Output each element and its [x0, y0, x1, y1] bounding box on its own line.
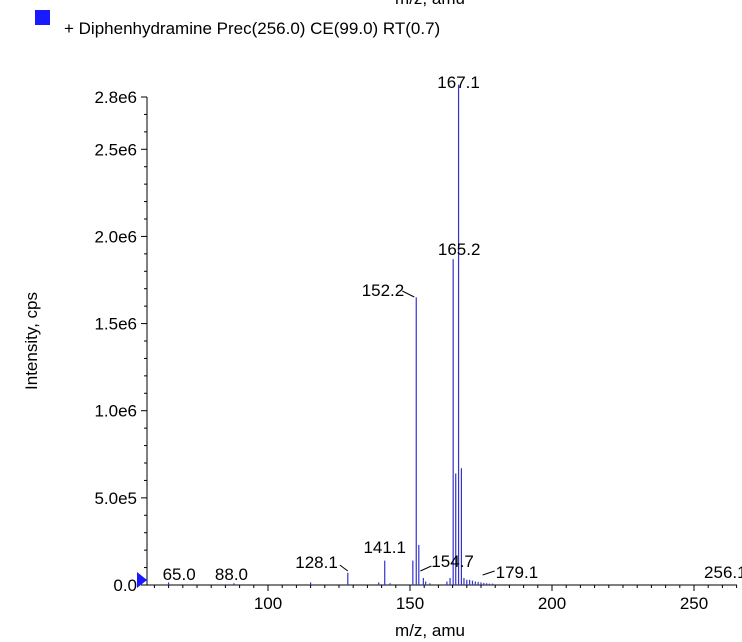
y-tick-label: 2.0e6: [94, 227, 137, 246]
x-tick-label: 250: [680, 594, 708, 613]
annotation-leader: [482, 570, 495, 576]
peak-label: 154.7: [431, 552, 474, 571]
y-tick-label: 0.0: [113, 576, 137, 595]
x-tick-label: 200: [538, 594, 566, 613]
annotation-leader: [339, 564, 349, 572]
clipped-xlabel: m/z, amu: [395, 0, 465, 8]
y-ticks: 0.0 5.0e5 1.0e6 1.5e6 2.0e6 2.5e6 2.8e6: [94, 88, 147, 595]
legend-label: + Diphenhydramine Prec(256.0) CE(99.0) R…: [64, 19, 440, 38]
peak-label: 152.2: [362, 281, 405, 300]
peaks: [168, 84, 494, 585]
peak-label: 141.1: [363, 538, 406, 557]
y-tick-label: 5.0e5: [94, 489, 137, 508]
peak-label: 179.1: [496, 563, 539, 582]
y-tick-label: 2.5e6: [94, 140, 137, 159]
peak-annotations: 65.0 88.0 128.1 141.1 152.2 154.7 165.2 167.1 17…: [163, 73, 742, 584]
y-tick-label: 1.0e6: [94, 402, 137, 421]
y-axis-label: Intensity, cps: [22, 292, 41, 390]
y-tick-label: 2.8e6: [94, 88, 137, 107]
annotation-leader: [402, 290, 415, 298]
peak-label: 65.0: [163, 565, 196, 584]
y-tick-label: 1.5e6: [94, 315, 137, 334]
x-tick-label: 100: [254, 594, 282, 613]
peak-label: 88.0: [215, 565, 248, 584]
peak-label: 165.2: [438, 240, 481, 259]
legend-swatch: [35, 10, 50, 25]
peak-label: 128.1: [295, 553, 338, 572]
peak-label: 256.1: [704, 563, 742, 582]
annotation-leader: [420, 565, 432, 572]
x-axis-label: m/z, amu: [395, 621, 465, 640]
peak-label: 167.1: [437, 73, 480, 92]
x-ticks: 100 150 200 250: [153, 585, 738, 613]
x-tick-label: 150: [396, 594, 424, 613]
baseline-marker-icon: [137, 572, 147, 588]
